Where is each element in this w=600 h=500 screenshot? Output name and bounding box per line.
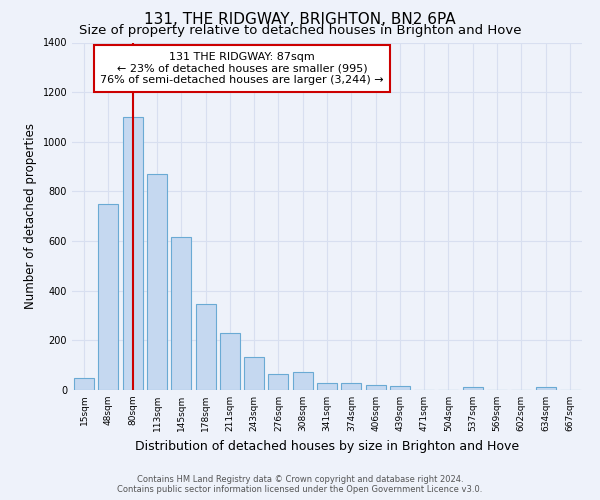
Bar (196, 304, 215, 390)
Bar (536, 387, 556, 390)
Bar (390, 386, 410, 390)
Bar (147, 174, 167, 390)
Text: 131 THE RIDGWAY: 87sqm
← 23% of detached houses are smaller (995)
76% of semi-de: 131 THE RIDGWAY: 87sqm ← 23% of detached… (100, 52, 384, 85)
Bar (244, 357, 264, 390)
Text: Size of property relative to detached houses in Brighton and Hove: Size of property relative to detached ho… (79, 24, 521, 37)
Bar (341, 382, 361, 390)
Bar (317, 382, 337, 390)
Bar (98, 204, 118, 390)
Bar (293, 372, 313, 390)
Bar (74, 378, 94, 390)
Y-axis label: Number of detached properties: Number of detached properties (24, 123, 37, 309)
Bar (123, 117, 143, 390)
Bar (220, 334, 240, 390)
Bar (268, 374, 289, 390)
Bar (463, 387, 482, 390)
X-axis label: Distribution of detached houses by size in Brighton and Hove: Distribution of detached houses by size … (135, 440, 519, 452)
Text: 131, THE RIDGWAY, BRIGHTON, BN2 6PA: 131, THE RIDGWAY, BRIGHTON, BN2 6PA (144, 12, 456, 28)
Bar (172, 238, 191, 390)
Text: Contains HM Land Registry data © Crown copyright and database right 2024.
Contai: Contains HM Land Registry data © Crown c… (118, 474, 482, 494)
Bar (365, 385, 386, 390)
